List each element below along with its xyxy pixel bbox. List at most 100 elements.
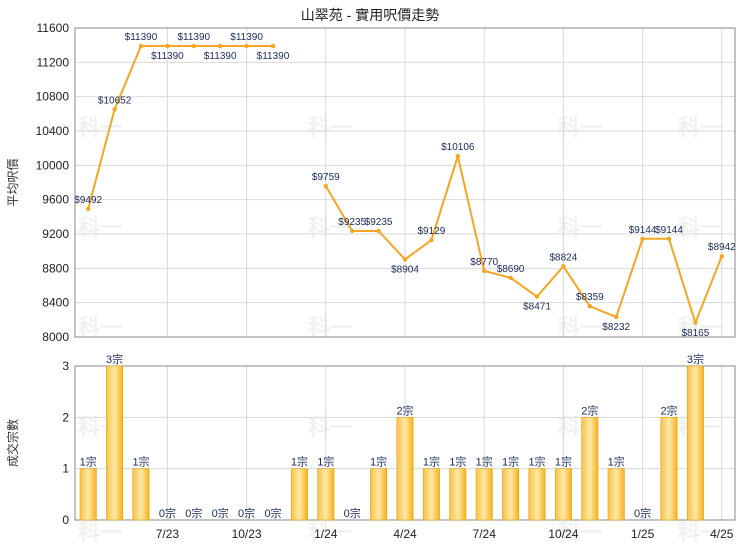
watermark-text: 科一 bbox=[308, 520, 352, 545]
volume-bar bbox=[132, 468, 150, 521]
price-point bbox=[323, 183, 328, 189]
price-data-label: $9492 bbox=[74, 195, 102, 206]
price-point bbox=[561, 264, 566, 269]
price-point bbox=[350, 228, 355, 234]
x-tick-label: 10/23 bbox=[232, 527, 262, 541]
price-data-label: $8770 bbox=[470, 257, 498, 268]
volume-bar bbox=[686, 365, 704, 521]
watermark-text: 科一 bbox=[678, 520, 722, 545]
price-data-label: $11390 bbox=[125, 32, 158, 43]
price-data-label: $9144 bbox=[655, 225, 683, 236]
watermark-text: 科一 bbox=[558, 315, 602, 340]
x-tick-label: 4/25 bbox=[710, 527, 734, 541]
price-data-label: $8471 bbox=[523, 302, 551, 313]
volume-data-label: 1宗 bbox=[528, 455, 545, 469]
volume-data-label: 1宗 bbox=[476, 455, 493, 469]
volume-data-label: 1宗 bbox=[370, 455, 387, 469]
price-data-label: $10652 bbox=[98, 95, 132, 106]
volume-data-label: 2宗 bbox=[581, 403, 598, 417]
price-data-label: $9759 bbox=[312, 172, 340, 183]
price-point bbox=[455, 154, 460, 159]
price-data-label: $8232 bbox=[602, 322, 630, 333]
price-data-label: $11390 bbox=[257, 51, 290, 62]
volume-data-label: 1宗 bbox=[502, 455, 519, 469]
price-point bbox=[270, 43, 276, 49]
volume-bar bbox=[581, 417, 599, 521]
volume-data-label: 1宗 bbox=[449, 455, 466, 469]
price-point bbox=[693, 320, 698, 326]
watermark-text: 科一 bbox=[78, 115, 122, 140]
price-data-label: $9144 bbox=[629, 225, 657, 236]
x-tick-label: 1/24 bbox=[314, 527, 338, 541]
x-tick-label: 4/24 bbox=[393, 527, 417, 541]
volume-data-label: 1宗 bbox=[317, 455, 334, 469]
volume-data-label: 1宗 bbox=[555, 455, 572, 469]
price-line-panel: 8000 8400 8800 9200 9600 10000 10400 10800 11200… bbox=[6, 21, 736, 344]
volume-bar bbox=[502, 468, 520, 521]
volume-bar bbox=[554, 468, 572, 521]
volume-data-label: 0宗 bbox=[344, 506, 361, 520]
watermark-text: 科一 bbox=[678, 215, 722, 240]
volume-data-label: 1宗 bbox=[80, 455, 97, 469]
volume-bar-panel: 0 1 2 3 7/23 10/23 1/24 4/24 7/24 10/24 1/25 4/25 成交… bbox=[5, 352, 736, 541]
y-tick-label: 8000 bbox=[42, 330, 69, 344]
y-tick-label: 11600 bbox=[37, 21, 70, 35]
y-tick-label: 3 bbox=[62, 359, 69, 373]
chart-title: 山翠苑 - 實用呎價走勢 bbox=[301, 7, 439, 23]
watermark-text: 科一 bbox=[558, 115, 602, 140]
price-data-label: $10106 bbox=[441, 142, 475, 153]
price-data-label: $9235 bbox=[338, 217, 366, 228]
watermark-text: 科一 bbox=[678, 315, 722, 340]
y-tick-label: 11200 bbox=[37, 55, 70, 69]
y-axis-label: 平均呎價 bbox=[6, 158, 20, 206]
y-axis-label: 成交宗數 bbox=[5, 419, 20, 467]
price-point bbox=[402, 257, 408, 262]
price-point bbox=[640, 236, 645, 242]
y-tick-label: 0 bbox=[62, 513, 69, 527]
volume-bar bbox=[370, 468, 388, 521]
price-point bbox=[191, 43, 196, 49]
price-point bbox=[534, 294, 540, 299]
price-data-label: $11390 bbox=[177, 32, 210, 43]
y-tick-label: 2 bbox=[62, 410, 69, 424]
watermark-text: 科一 bbox=[558, 215, 602, 240]
price-point bbox=[112, 107, 117, 112]
watermark-text: 科一 bbox=[308, 315, 352, 340]
price-point bbox=[86, 206, 91, 212]
price-data-label: $8904 bbox=[391, 264, 419, 275]
watermark-text: 科一 bbox=[308, 415, 352, 440]
x-tick-label: 7/24 bbox=[473, 527, 497, 541]
volume-bar bbox=[396, 417, 414, 521]
volume-bar bbox=[79, 468, 97, 521]
y-tick-label: 1 bbox=[62, 462, 69, 476]
price-point bbox=[587, 303, 592, 309]
y-tick-label: 9600 bbox=[42, 193, 69, 207]
price-point bbox=[376, 228, 381, 234]
volume-data-label: 2宗 bbox=[660, 403, 677, 417]
y-tick-label: 10400 bbox=[36, 124, 70, 138]
volume-bar bbox=[106, 365, 124, 521]
price-point bbox=[165, 43, 170, 49]
volume-data-label: 3宗 bbox=[687, 352, 704, 366]
volume-bar bbox=[290, 468, 308, 521]
volume-data-label: 1宗 bbox=[423, 455, 440, 469]
volume-data-label: 0宗 bbox=[264, 506, 281, 520]
watermark-text: 科一 bbox=[78, 215, 122, 240]
y-tick-label: 10800 bbox=[36, 90, 70, 104]
price-series-line bbox=[87, 45, 723, 324]
volume-data-label: 0宗 bbox=[634, 506, 651, 520]
price-point bbox=[614, 314, 619, 320]
plot-frame bbox=[74, 27, 736, 338]
volume-bar bbox=[475, 468, 493, 521]
price-data-label: $11390 bbox=[151, 51, 184, 62]
volume-bar bbox=[660, 417, 678, 521]
x-tick-label: 10/24 bbox=[548, 527, 578, 541]
volume-bar bbox=[607, 468, 625, 521]
volume-bar bbox=[528, 468, 546, 521]
y-tick-label: 8800 bbox=[42, 261, 69, 275]
price-data-label: $8942 bbox=[708, 242, 736, 253]
price-data-label: $9235 bbox=[365, 217, 393, 228]
price-data-label: $8165 bbox=[681, 328, 709, 339]
y-tick-label: 9200 bbox=[42, 227, 69, 241]
volume-data-label: 0宗 bbox=[159, 506, 176, 520]
